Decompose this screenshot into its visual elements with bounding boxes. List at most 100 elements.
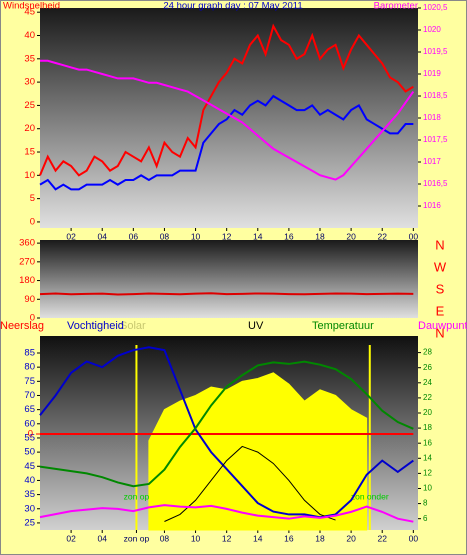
y-tick-label: 45 <box>24 7 35 18</box>
y-tick-label: 25 <box>24 100 35 111</box>
y-tick-label: 65 <box>24 404 35 415</box>
x-tick-label: 18 <box>315 231 325 241</box>
compass-label: S <box>436 281 445 296</box>
y-tick-label: 40 <box>24 30 35 41</box>
x-tick-label: 02 <box>66 533 76 543</box>
x-tick-label: 18 <box>315 533 325 543</box>
y2-tick-label: 1017 <box>423 157 441 166</box>
y-tick-label: 0 <box>30 216 35 227</box>
y2-tick-label: 1018,5 <box>423 91 448 100</box>
y2-tick-label: 10 <box>423 484 432 493</box>
x-tick-label: 16 <box>284 533 294 543</box>
series-line <box>39 23 414 177</box>
x-tick-label: 22 <box>377 231 387 241</box>
series-line <box>39 346 414 519</box>
compass-label: W <box>434 259 447 274</box>
x-tick-label: 10 <box>191 231 201 241</box>
rain-tick-label: 0 <box>28 429 33 440</box>
legend-solar: Solar <box>120 320 146 332</box>
x-tick-label: 10 <box>191 533 201 543</box>
y2-tick-label: 20 <box>423 408 432 417</box>
y2-tick-label: 8 <box>423 499 428 508</box>
y2-tick-label: 1016,5 <box>423 179 448 188</box>
y2-tick-label: 18 <box>423 423 432 432</box>
series-line <box>164 445 336 522</box>
x-tick-label: 14 <box>253 533 263 543</box>
legend-uv: UV <box>248 320 264 332</box>
x-tick-label: 14 <box>253 231 263 241</box>
y2-tick-label: 12 <box>423 468 432 477</box>
x-tick-label: 20 <box>346 533 356 543</box>
x-tick-label: 22 <box>377 533 387 543</box>
series-line <box>39 360 414 488</box>
y-tick-label: 10 <box>24 170 35 181</box>
legend-temperature: Temperatuur <box>312 320 374 332</box>
y-tick-label: 90 <box>24 294 35 305</box>
x-tick-label: 06 <box>129 231 139 241</box>
panel-direction <box>40 240 418 318</box>
y-tick-label: 15 <box>24 147 35 158</box>
y2-tick-label: 1020 <box>423 25 441 34</box>
series-line <box>39 94 414 191</box>
y2-tick-label: 6 <box>423 514 428 523</box>
x-tick-label: 08 <box>160 231 170 241</box>
y2-tick-label: 1016 <box>423 201 441 210</box>
y-tick-label: 60 <box>24 418 35 429</box>
y-tick-label: 35 <box>24 53 35 64</box>
x-tick-label: 00 <box>409 231 419 241</box>
sun-label: zon onder <box>351 491 389 501</box>
y2-tick-label: 22 <box>423 393 432 402</box>
x-tick-label: zon op <box>124 533 150 543</box>
y-tick-label: 75 <box>24 376 35 387</box>
series-line <box>40 59 415 181</box>
y2-tick-label: 1019 <box>423 69 441 78</box>
series-line <box>39 504 414 523</box>
y2-tick-label: 16 <box>423 438 432 447</box>
compass-label: N <box>435 325 444 340</box>
y-tick-label: 180 <box>19 275 35 286</box>
x-tick-label: 20 <box>346 231 356 241</box>
y2-tick-label: 26 <box>423 363 432 372</box>
y2-tick-label: 14 <box>423 453 432 462</box>
y-tick-label: 70 <box>24 390 35 401</box>
y-tick-label: 80 <box>24 362 35 373</box>
y-tick-label: 30 <box>24 503 35 514</box>
y2-tick-label: 1018 <box>423 113 441 122</box>
legend-humidity: Vochtigheid <box>67 320 124 332</box>
y-tick-label: 25 <box>24 517 35 528</box>
x-tick-label: 04 <box>97 533 107 543</box>
x-tick-label: 12 <box>222 231 232 241</box>
y-tick-label: 35 <box>24 489 35 500</box>
legend-wind: Windsnelheid <box>3 1 60 12</box>
y-tick-label: 0 <box>30 313 35 324</box>
legend-rain: Neerslag <box>0 320 44 332</box>
x-tick-label: 12 <box>222 533 232 543</box>
y2-tick-label: 24 <box>423 378 432 387</box>
legend-dewpoint: Dauwpunt <box>418 320 467 332</box>
sun-label: zon op <box>124 491 150 501</box>
compass-label: N <box>435 237 444 252</box>
y-tick-label: 50 <box>24 447 35 458</box>
series-line <box>39 292 414 296</box>
y-tick-label: 270 <box>19 256 35 267</box>
y-tick-label: 20 <box>24 123 35 134</box>
y-tick-label: 40 <box>24 475 35 486</box>
y-tick-label: 5 <box>30 193 35 204</box>
y-tick-label: 45 <box>24 461 35 472</box>
y2-tick-label: 1019,5 <box>423 47 448 56</box>
x-tick-label: 16 <box>284 231 294 241</box>
y-tick-label: 55 <box>24 432 35 443</box>
x-tick-label: 08 <box>160 533 170 543</box>
y-tick-label: 360 <box>19 238 35 249</box>
x-tick-label: 02 <box>66 231 76 241</box>
y2-tick-label: 28 <box>423 348 432 357</box>
compass-label: E <box>436 303 445 318</box>
y2-tick-label: 1017,5 <box>423 135 448 144</box>
legend-climate: Neerslag Solar Vochtigheid UV Temperatuu… <box>0 320 467 332</box>
chart-title: 24 hour graph day : 07 May 2011 <box>163 1 302 12</box>
y-tick-label: 85 <box>24 348 35 359</box>
y2-tick-label: 1020,5 <box>423 3 448 12</box>
x-tick-label: 00 <box>409 533 419 543</box>
y-tick-label: 30 <box>24 77 35 88</box>
